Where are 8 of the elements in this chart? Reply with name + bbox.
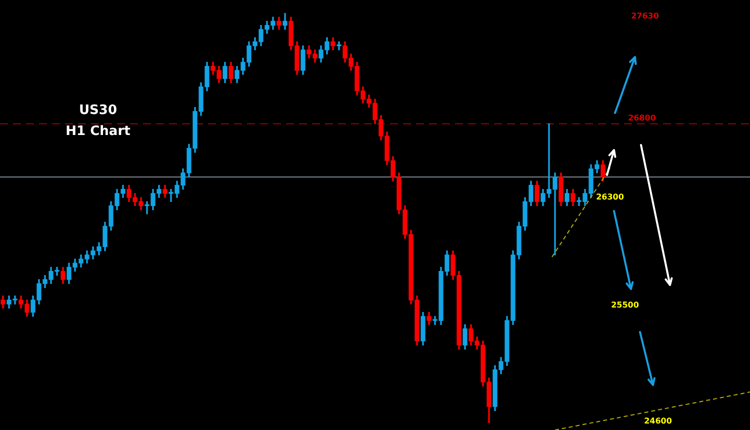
annotation: 26800 <box>628 114 656 122</box>
text: H1 Chart <box>66 124 130 139</box>
text: US30 <box>78 103 118 118</box>
annotation: 24600 <box>644 416 672 426</box>
candlestick <box>336 41 342 50</box>
annotation: 26300 <box>596 192 624 202</box>
annotation: 25500 <box>611 300 639 310</box>
annotation: 27630 <box>631 12 659 20</box>
